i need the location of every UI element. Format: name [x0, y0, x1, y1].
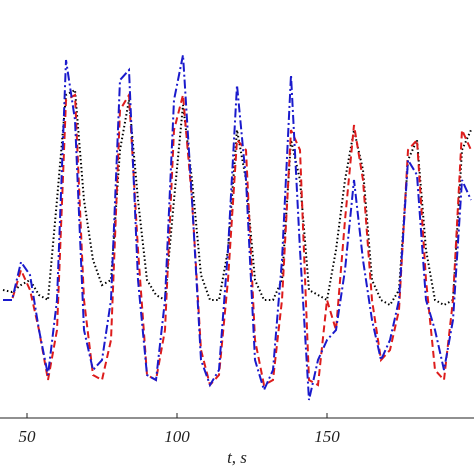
series-line [3, 54, 472, 401]
x-tick-label: 150 [314, 427, 340, 446]
series-line [3, 91, 472, 388]
x-tick-label: 50 [19, 427, 37, 446]
series-line [2, 88, 472, 307]
x-tick-label: 100 [164, 427, 190, 446]
x-axis-label: t, s [227, 448, 247, 467]
